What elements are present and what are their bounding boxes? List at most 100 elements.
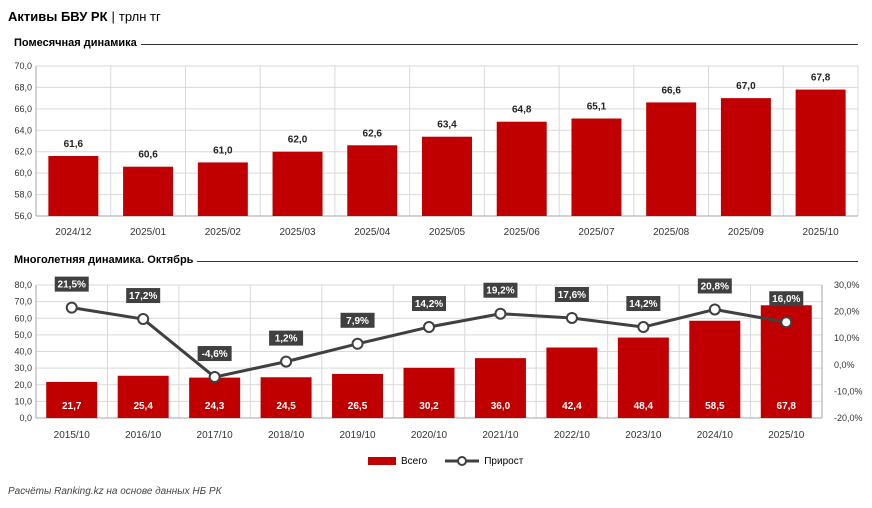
bar (571, 118, 622, 216)
bar (189, 377, 241, 418)
growth-label-bg (340, 312, 375, 328)
chart-title: Активы БВУ РК | трлн тг (8, 9, 161, 24)
growth-value-label: 14,2% (629, 299, 657, 310)
growth-value-label: 7,9% (346, 316, 369, 327)
legend: Всего Прирост (368, 455, 535, 467)
growth-point (137, 313, 150, 326)
y-left-tick-label: 40,0 (14, 347, 32, 357)
source-note: Расчёты Ranking.kz на основе данных НБ Р… (8, 486, 222, 497)
bar (123, 166, 174, 216)
growth-point (708, 303, 721, 316)
bar-value-label: 26,5 (348, 401, 368, 412)
bar-value-label: 60,6 (138, 150, 158, 161)
bar-value-label: 67,8 (777, 401, 797, 412)
bar-value-label: 67,8 (811, 73, 831, 84)
section-title-yearly: Многолетняя динамика. Октябрь (14, 254, 198, 266)
y-right-tick-label: 0,0% (834, 360, 855, 370)
bar-value-label: 58,5 (705, 401, 725, 412)
growth-label-bg (483, 282, 518, 298)
x-tick-label: 2017/10 (197, 430, 234, 441)
x-tick-label: 2022/10 (554, 430, 591, 441)
title-separator: | (111, 9, 115, 24)
bar-value-label: 24,3 (205, 401, 225, 412)
x-tick-label: 2019/10 (339, 430, 376, 441)
bar-value-label: 62,6 (363, 128, 383, 139)
growth-point (637, 321, 650, 334)
growth-label-bg (554, 286, 589, 302)
section-title-monthly: Помесячная динамика (14, 37, 141, 49)
growth-point (494, 307, 507, 320)
y-tick-label: 58,0 (14, 190, 32, 200)
x-tick-label: 2025/10 (803, 227, 840, 238)
y-right-tick-label: -10,0% (834, 386, 863, 396)
bar-value-label: 24,5 (276, 401, 296, 412)
yearly-chart: 0,0 10,0 20,0 30,0 40,0 50,0 60,0 70,0 80,0 -20,0… (14, 276, 863, 441)
growth-point (423, 321, 435, 334)
y-left-tick-label: 80,0 (14, 280, 32, 290)
growth-point (780, 316, 793, 329)
x-tick-label: 2024/10 (697, 430, 734, 441)
growth-label-bg (769, 291, 804, 307)
growth-label-bg (412, 296, 446, 312)
bar (347, 145, 398, 216)
bar-value-label: 66,6 (661, 85, 681, 96)
growth-value-label: 16,0% (772, 294, 800, 305)
x-tick-label: 2025/09 (728, 227, 765, 238)
y-left-tick-label: 30,0 (14, 363, 32, 373)
growth-label-bg (269, 330, 304, 346)
bar (197, 162, 248, 216)
y-right-tick-label: 20,0% (834, 307, 860, 317)
x-tick-label: 2025/03 (279, 227, 316, 238)
growth-value-label: 17,6% (558, 290, 586, 301)
bar-value-label: 30,2 (419, 401, 439, 412)
growth-label-bg (626, 296, 661, 312)
x-tick-label: 2018/10 (268, 430, 305, 441)
bar-value-label: 25,4 (133, 401, 153, 412)
bar-value-label: 65,1 (587, 102, 607, 113)
x-tick-label: 2016/10 (125, 430, 162, 441)
x-tick-label: 2025/08 (653, 227, 690, 238)
bar (474, 358, 526, 418)
bar (48, 156, 99, 216)
bar-value-label: 63,4 (437, 120, 457, 131)
chart-title-unit: трлн тг (118, 9, 161, 24)
x-tick-label: 2025/01 (130, 227, 167, 238)
legend-item-growth: Прирост (445, 455, 523, 467)
y-tick-label: 56,0 (14, 211, 32, 221)
bar (422, 136, 472, 216)
growth-label-bg (54, 276, 89, 292)
y-left-tick-label: 60,0 (14, 313, 32, 323)
growth-value-label: 14,2% (415, 299, 443, 310)
bar-value-label: 21,7 (62, 401, 82, 412)
x-tick-label: 2025/10 (768, 430, 805, 441)
bar-value-label: 64,8 (512, 105, 532, 116)
bar-value-label: 61,0 (213, 145, 233, 156)
x-tick-label: 2025/02 (205, 227, 242, 238)
bar-value-label: 48,4 (634, 401, 654, 412)
legend-label-total: Всего (401, 455, 428, 467)
y-right-tick-label: 10,0% (834, 333, 860, 343)
section-rule-yearly (14, 261, 858, 262)
growth-label-bg (697, 278, 732, 294)
bar-value-label: 36,0 (491, 401, 511, 412)
x-tick-label: 2015/10 (54, 430, 91, 441)
bar (689, 320, 741, 418)
bar (46, 381, 98, 418)
legend-label-growth: Прирост (484, 455, 524, 467)
y-tick-label: 64,0 (14, 125, 32, 135)
bar-value-label: 67,0 (736, 81, 756, 92)
growth-value-label: -4,6% (202, 349, 228, 360)
y-right-tick-label: 30,0% (834, 280, 860, 290)
y-left-tick-label: 0,0 (19, 413, 32, 423)
growth-point (208, 371, 221, 384)
growth-point (351, 337, 364, 350)
bar-value-label: 42,4 (562, 401, 582, 412)
growth-point (65, 301, 78, 314)
monthly-chart: 56,0 58,0 60,0 62,0 64,0 66,0 68,0 70,0 61,6 2024… (14, 61, 859, 238)
bar-value-label: 62,0 (288, 135, 308, 146)
bar (496, 121, 547, 216)
bar (795, 89, 846, 216)
legend-swatch-bar (368, 457, 396, 465)
bar (332, 373, 384, 418)
bar (720, 98, 771, 216)
